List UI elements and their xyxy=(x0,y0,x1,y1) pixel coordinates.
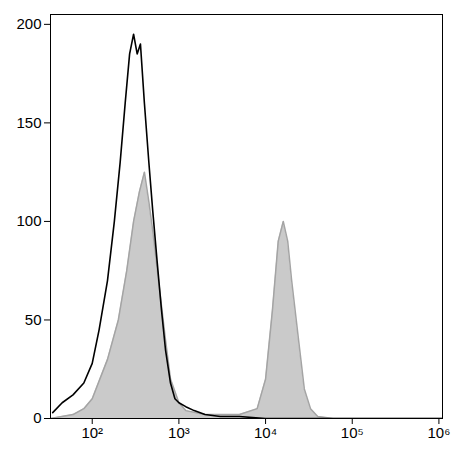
svg-text:10²: 10² xyxy=(81,424,103,441)
svg-text:0: 0 xyxy=(33,409,41,426)
svg-text:100: 100 xyxy=(16,212,41,229)
svg-text:200: 200 xyxy=(16,15,41,32)
svg-text:150: 150 xyxy=(16,114,41,131)
svg-text:10⁵: 10⁵ xyxy=(341,424,364,441)
svg-text:10³: 10³ xyxy=(168,424,190,441)
svg-text:10⁴: 10⁴ xyxy=(254,424,277,441)
svg-text:10⁶: 10⁶ xyxy=(427,424,450,441)
svg-text:50: 50 xyxy=(25,311,42,328)
